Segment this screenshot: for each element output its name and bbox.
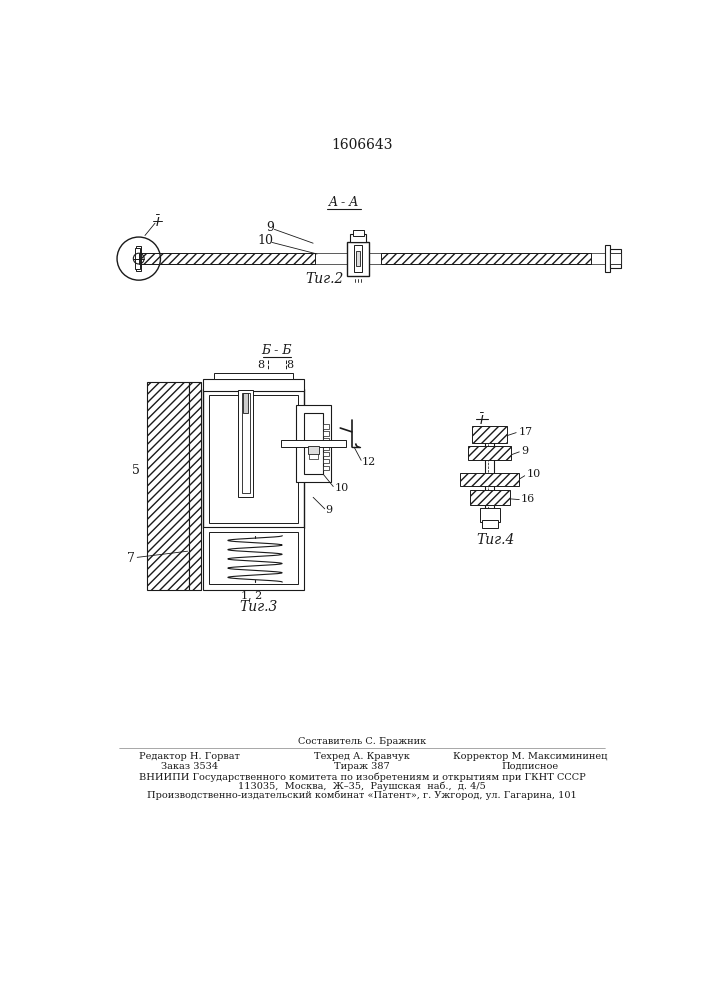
Bar bbox=[354, 245, 362, 272]
Bar bbox=[136, 246, 141, 271]
Bar bbox=[296, 405, 331, 482]
Bar bbox=[351, 234, 366, 242]
Bar bbox=[610, 253, 621, 264]
Bar bbox=[468, 446, 510, 460]
Bar bbox=[482, 520, 498, 528]
Bar bbox=[605, 245, 610, 272]
Bar bbox=[353, 230, 363, 235]
Text: Τиг.2: Τиг.2 bbox=[305, 272, 344, 286]
Text: Τиг.3: Τиг.3 bbox=[240, 600, 278, 614]
Bar bbox=[137, 253, 315, 264]
Text: ВНИИПИ Государственного комитета по изобретениям и открытиям при ГКНТ СССР: ВНИИПИ Государственного комитета по изоб… bbox=[139, 772, 585, 782]
Text: 17: 17 bbox=[518, 427, 532, 437]
Bar bbox=[323, 466, 329, 470]
Text: Корректор М. Максимининец: Корректор М. Максимининец bbox=[453, 752, 607, 761]
Text: Производственно-издательский комбинат «Патент», г. Ужгород, ул. Гагарина, 101: Производственно-издательский комбинат «П… bbox=[147, 791, 577, 800]
Text: Тираж 387: Тираж 387 bbox=[334, 762, 390, 771]
Text: 9: 9 bbox=[521, 446, 528, 456]
Text: 16: 16 bbox=[521, 494, 535, 504]
Text: 1606643: 1606643 bbox=[331, 138, 392, 152]
Text: 9: 9 bbox=[267, 221, 274, 234]
Bar bbox=[472, 426, 507, 443]
Text: 10: 10 bbox=[526, 469, 540, 479]
Text: 12: 12 bbox=[361, 457, 375, 467]
Bar bbox=[381, 253, 590, 264]
Bar bbox=[610, 249, 621, 268]
Bar bbox=[347, 242, 369, 276]
Bar bbox=[480, 508, 500, 522]
Bar bbox=[214, 373, 293, 379]
Bar bbox=[203, 379, 304, 391]
Bar bbox=[323, 452, 329, 456]
Text: A - A: A - A bbox=[329, 196, 359, 209]
Text: 10: 10 bbox=[335, 483, 349, 493]
Text: 1, 2: 1, 2 bbox=[240, 590, 262, 600]
Bar bbox=[203, 389, 304, 528]
Bar bbox=[304, 413, 323, 474]
Bar bbox=[308, 446, 320, 454]
Text: 113035,  Москва,  Ж–35,  Раушская  наб.,  д. 4/5: 113035, Москва, Ж–35, Раушская наб., д. … bbox=[238, 781, 486, 791]
Bar bbox=[203, 527, 304, 590]
Bar bbox=[323, 438, 329, 443]
Text: Составитель С. Бражник: Составитель С. Бражник bbox=[298, 737, 426, 746]
Bar bbox=[189, 382, 201, 590]
Text: 5: 5 bbox=[132, 464, 141, 477]
Bar bbox=[309, 454, 317, 459]
Bar bbox=[485, 433, 494, 522]
Bar bbox=[242, 393, 250, 493]
Bar bbox=[460, 473, 518, 486]
Text: 9: 9 bbox=[325, 505, 332, 515]
Text: Редактор Н. Горват: Редактор Н. Горват bbox=[139, 752, 240, 761]
Bar bbox=[243, 393, 248, 413]
Text: 10: 10 bbox=[257, 234, 273, 247]
Bar bbox=[323, 424, 329, 429]
Bar bbox=[135, 248, 139, 269]
Bar bbox=[323, 445, 329, 450]
Text: Заказ 3534: Заказ 3534 bbox=[160, 762, 218, 771]
Bar bbox=[209, 395, 298, 523]
Bar bbox=[469, 490, 510, 505]
Text: 7: 7 bbox=[127, 552, 135, 565]
Text: Подписное: Подписное bbox=[501, 762, 559, 771]
Bar bbox=[281, 440, 346, 447]
Bar bbox=[209, 532, 298, 584]
Bar bbox=[323, 431, 329, 436]
Bar bbox=[323, 459, 329, 463]
Text: $\bar{I}$: $\bar{I}$ bbox=[155, 215, 161, 230]
Text: 8: 8 bbox=[286, 360, 293, 370]
Text: $\bar{I}$: $\bar{I}$ bbox=[479, 413, 486, 428]
Text: Техред А. Кравчук: Техред А. Кравчук bbox=[314, 752, 410, 761]
Text: Б - Б: Б - Б bbox=[262, 344, 292, 358]
Bar bbox=[238, 389, 253, 497]
Text: Τиг.4: Τиг.4 bbox=[476, 533, 515, 547]
Bar bbox=[146, 382, 189, 590]
Text: 8: 8 bbox=[257, 360, 264, 370]
Bar bbox=[356, 251, 361, 266]
